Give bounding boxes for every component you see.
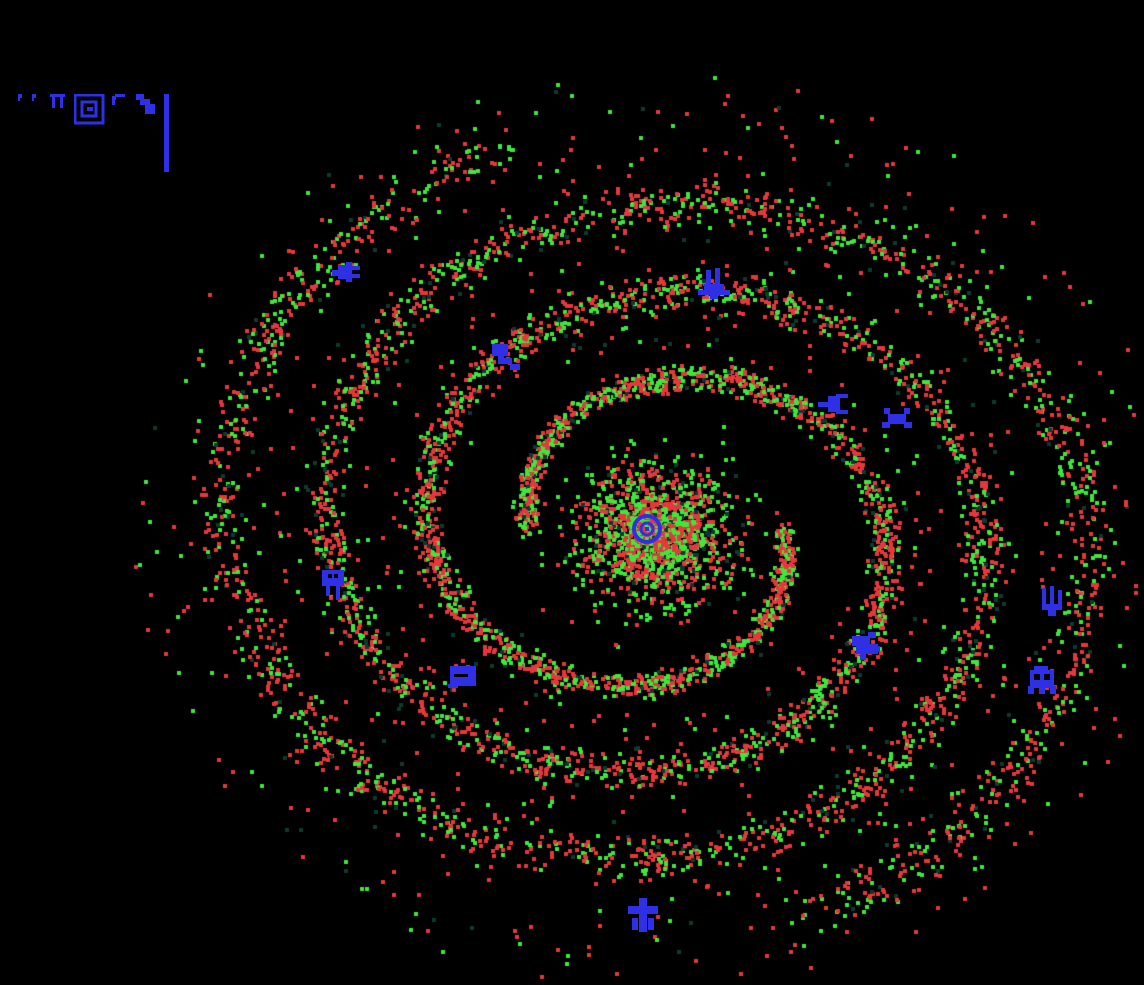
cross-icon[interactable]	[626, 898, 660, 934]
skull-icon[interactable]	[1026, 666, 1060, 698]
galactic-core-spiral-icon[interactable]	[630, 512, 664, 546]
fork-icon[interactable]	[1040, 586, 1070, 618]
level-bar	[164, 94, 169, 172]
quote-icon	[18, 94, 22, 101]
box-icon[interactable]	[448, 664, 480, 690]
tower-icon[interactable]	[698, 268, 732, 300]
beetle-icon[interactable]	[332, 262, 362, 284]
hook-icon	[112, 94, 125, 105]
flag-left-icon[interactable]	[818, 392, 852, 418]
gate-icon[interactable]	[322, 570, 348, 602]
tank-icon[interactable]	[850, 632, 884, 664]
crab-icon[interactable]	[882, 406, 916, 434]
spiral-icon[interactable]	[74, 94, 106, 126]
pi-icon	[50, 94, 65, 108]
quote-icon	[32, 94, 36, 101]
hud-panel	[18, 92, 178, 176]
flag-icon	[136, 94, 155, 114]
antenna-icon[interactable]	[490, 342, 524, 374]
